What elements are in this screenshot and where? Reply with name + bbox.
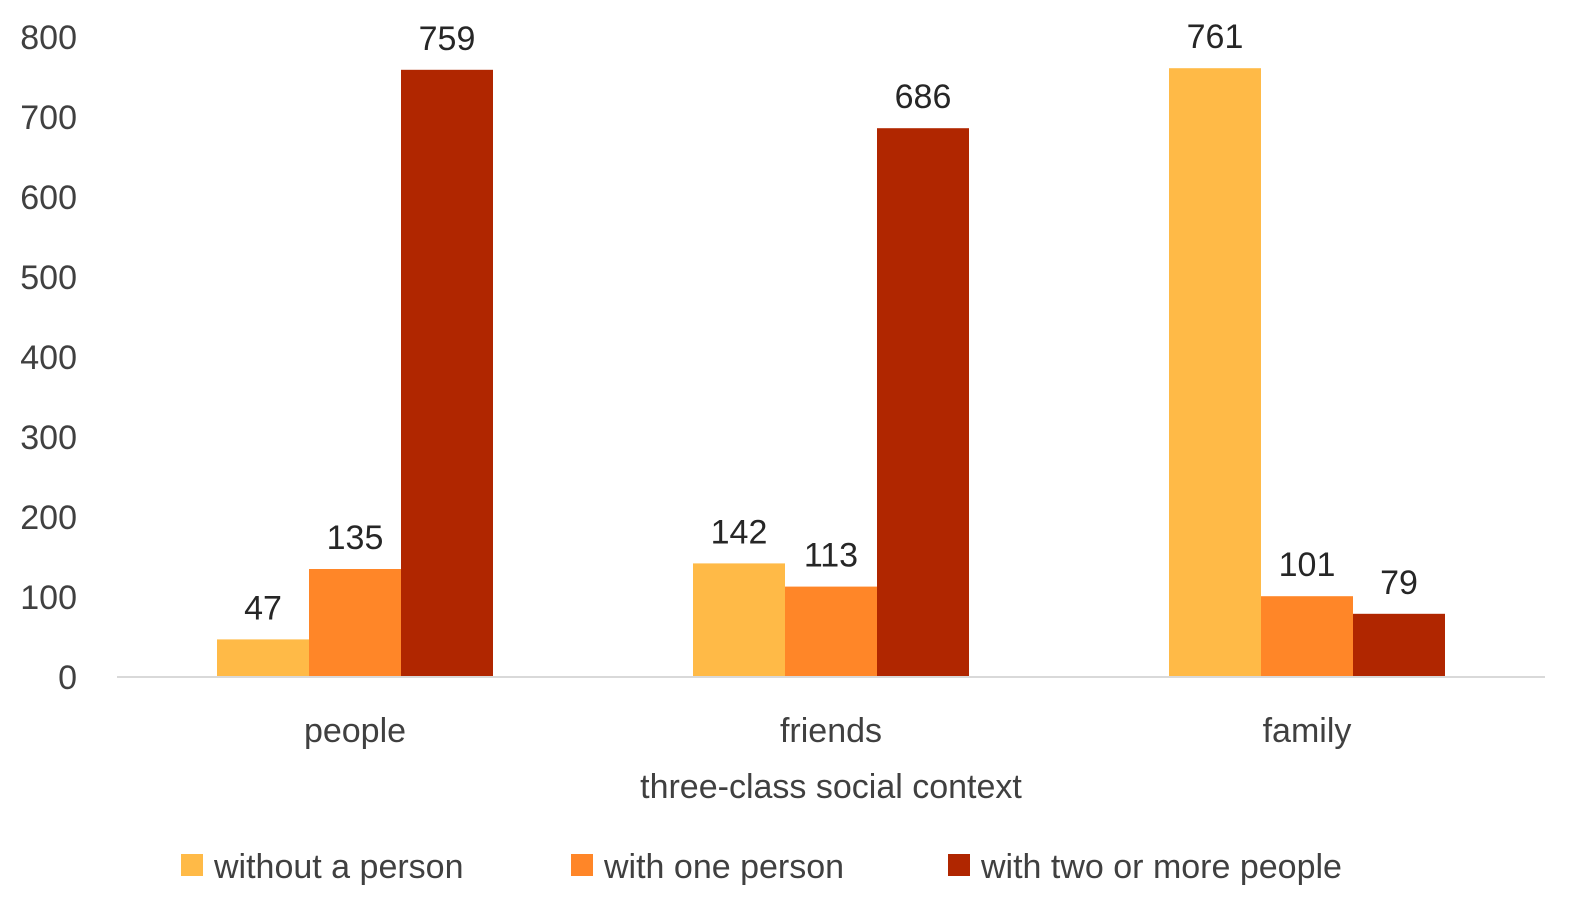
category-labels: people friends family — [304, 712, 1351, 750]
data-label: 142 — [711, 513, 768, 551]
legend-swatch — [181, 854, 203, 876]
data-labels: 47 135 759 142 113 686 761 101 79 — [244, 18, 1418, 627]
data-label: 761 — [1187, 18, 1244, 56]
legend: without a person with one person with two … — [181, 848, 1342, 886]
legend-swatch — [948, 854, 970, 876]
y-tick-label: 200 — [20, 499, 77, 537]
y-tick-label: 700 — [20, 99, 77, 137]
bar-family-0 — [1169, 68, 1261, 677]
legend-label: with one person — [603, 848, 844, 886]
y-tick-label: 300 — [20, 419, 77, 457]
y-tick-label: 0 — [58, 659, 77, 697]
legend-label: without a person — [213, 848, 464, 886]
x-axis-title: three-class social context — [640, 768, 1022, 806]
bar-friends-1 — [785, 586, 877, 677]
data-label: 113 — [804, 537, 858, 575]
category-label: people — [304, 712, 406, 750]
data-label: 135 — [327, 519, 384, 557]
y-tick-label: 800 — [20, 19, 77, 57]
data-label: 79 — [1380, 564, 1418, 602]
y-tick-label: 400 — [20, 339, 77, 377]
legend-label: with two or more people — [980, 848, 1342, 886]
category-label: family — [1263, 712, 1352, 750]
bar-friends-0 — [693, 563, 785, 677]
bar-friends-2 — [877, 128, 969, 677]
data-label: 759 — [419, 20, 476, 58]
legend-swatch — [571, 854, 593, 876]
bar-family-2 — [1353, 613, 1445, 677]
bars — [217, 68, 1445, 678]
y-tick-label: 600 — [20, 179, 77, 217]
y-tick-label: 100 — [20, 579, 77, 617]
data-label: 686 — [895, 78, 952, 116]
y-axis-ticks: 0 100 200 300 400 500 600 700 800 — [20, 19, 77, 697]
bar-people-1 — [309, 569, 401, 677]
y-tick-label: 500 — [20, 259, 77, 297]
bar-people-0 — [217, 639, 309, 677]
bar-family-1 — [1261, 596, 1353, 677]
category-label: friends — [780, 712, 882, 750]
data-label: 47 — [244, 589, 282, 627]
data-label: 101 — [1279, 546, 1336, 584]
bar-people-2 — [401, 69, 493, 678]
